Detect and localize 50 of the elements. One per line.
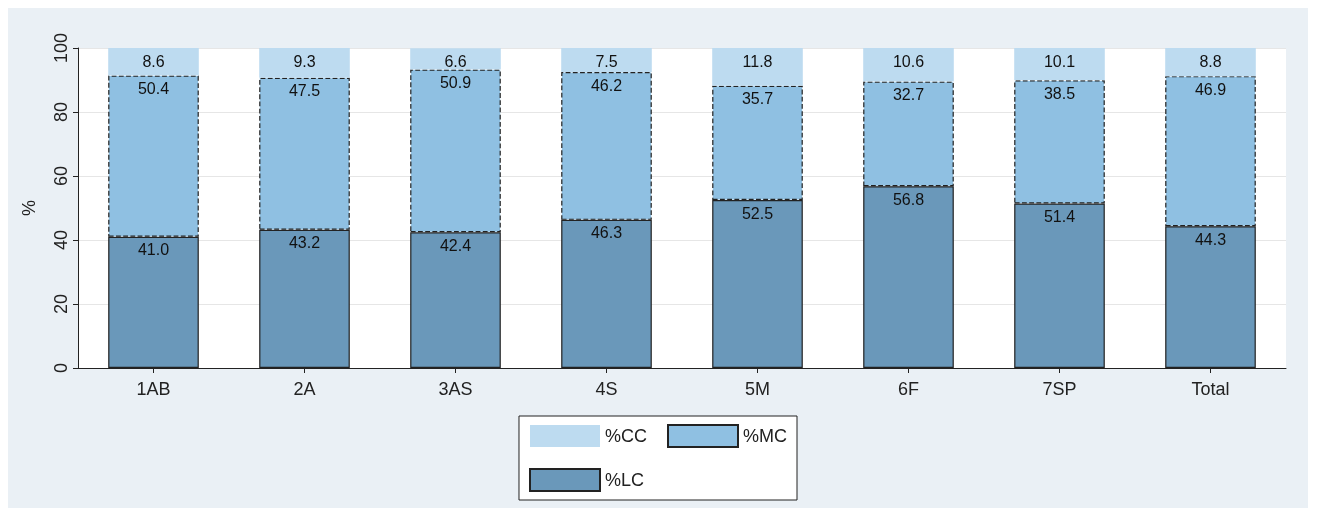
- data-label: 50.9: [439, 73, 472, 91]
- bar: [108, 48, 199, 76]
- y-tick-label: 100: [51, 32, 71, 64]
- legend-label: %CC: [605, 426, 648, 446]
- data-label: 35.7: [741, 90, 774, 108]
- y-tick-label: 20: [51, 293, 71, 315]
- data-label: 6.6: [444, 52, 467, 70]
- x-tick-label: 5M: [744, 379, 771, 399]
- x-tick-label: 7SP: [1042, 379, 1077, 399]
- data-label: 10.6: [892, 52, 925, 70]
- data-label: 38.5: [1043, 84, 1076, 102]
- y-tick-label: 60: [51, 165, 71, 187]
- x-tick-label: 6F: [897, 379, 920, 399]
- data-label: 52.5: [741, 204, 774, 222]
- x-tick-label: 2A: [293, 379, 316, 399]
- data-label: 44.3: [1194, 230, 1227, 248]
- bar: [863, 48, 954, 82]
- bar: [1165, 48, 1256, 77]
- legend-label: %MC: [743, 426, 787, 446]
- data-label: 46.2: [590, 76, 623, 94]
- data-label: 7.5: [595, 52, 618, 70]
- bar: [410, 48, 501, 70]
- x-tick-label: 3AS: [438, 379, 473, 399]
- y-tick-label: 80: [51, 101, 71, 123]
- data-label: 46.9: [1194, 80, 1227, 98]
- data-label: 47.5: [288, 82, 321, 100]
- data-label: 56.8: [892, 190, 925, 208]
- legend-label: %LC: [605, 470, 645, 490]
- data-label: 51.4: [1043, 208, 1076, 226]
- data-label: 32.7: [892, 86, 925, 104]
- data-label: 41.0: [137, 241, 170, 259]
- data-label: 43.2: [288, 234, 321, 252]
- data-label: 10.1: [1043, 52, 1076, 70]
- data-label: 8.8: [1199, 52, 1222, 70]
- bar: [561, 48, 652, 72]
- x-tick-label: Total: [1191, 379, 1230, 399]
- data-label: 46.3: [590, 224, 623, 242]
- y-tick-label: 0: [51, 362, 71, 374]
- x-tick-label: 1AB: [136, 379, 171, 399]
- x-tick-label: 4S: [595, 379, 618, 399]
- bar: [712, 48, 803, 86]
- data-label: 9.3: [293, 52, 316, 70]
- y-tick-label: 40: [51, 229, 71, 251]
- bar: [1014, 48, 1105, 81]
- data-label: 42.4: [439, 236, 472, 254]
- bar: [259, 48, 350, 78]
- data-label: 8.6: [142, 52, 165, 70]
- y-axis-title: %: [19, 199, 39, 217]
- data-label: 50.4: [137, 80, 170, 98]
- data-label: 11.8: [742, 52, 773, 70]
